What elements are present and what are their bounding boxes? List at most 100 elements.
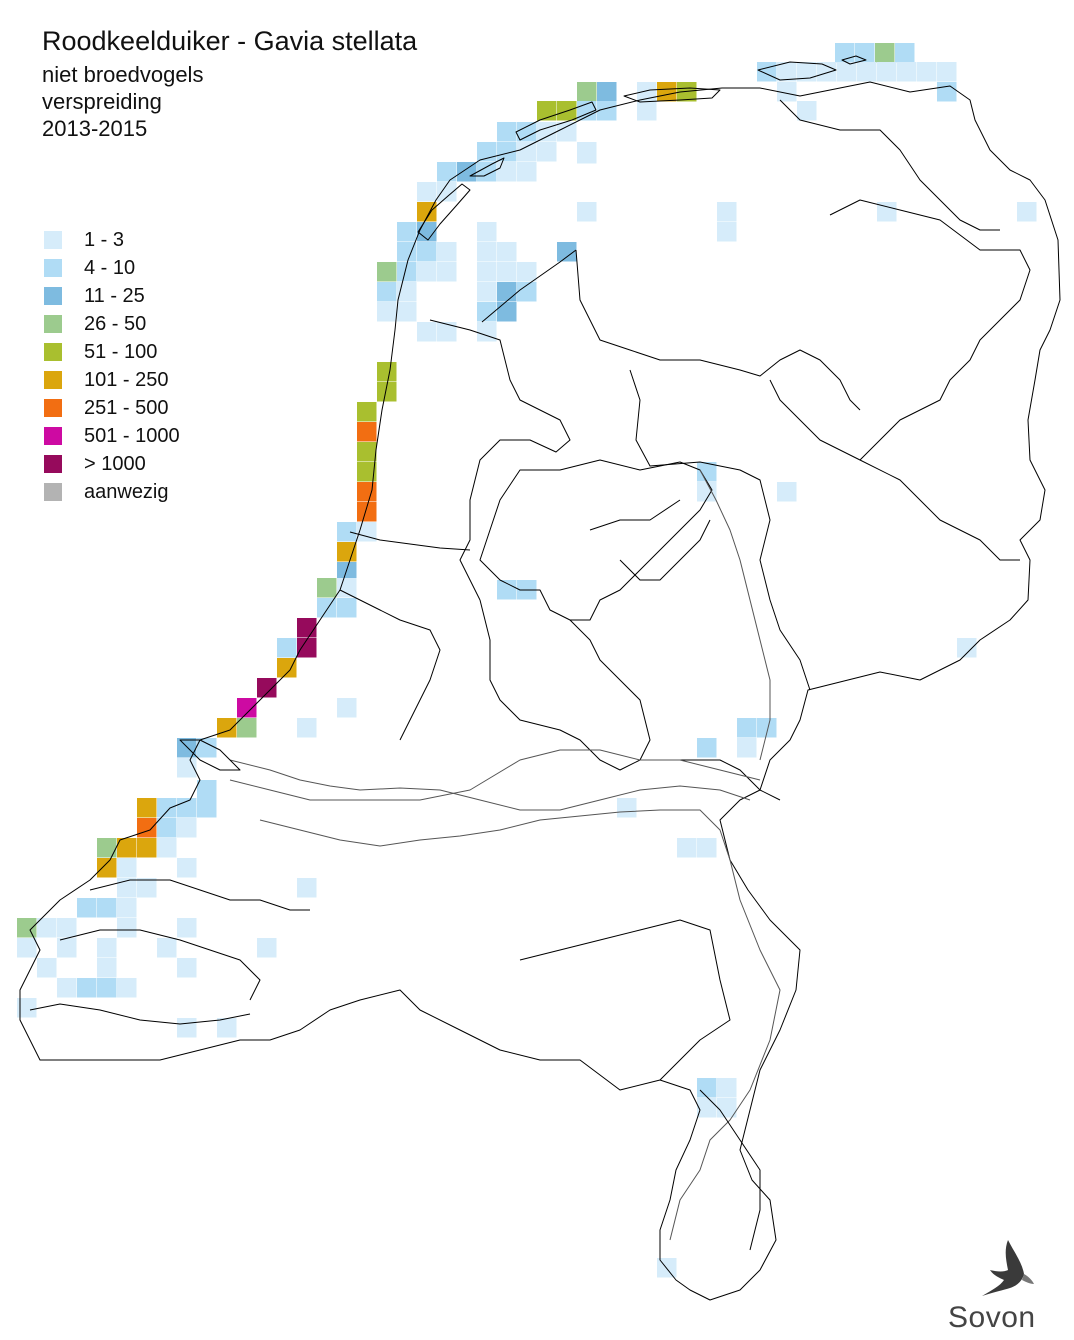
grid-cell xyxy=(577,144,597,164)
legend-item: > 1000 xyxy=(44,450,180,478)
grid-cell xyxy=(517,122,537,142)
grid-cell xyxy=(97,858,117,878)
legend-label: 4 - 10 xyxy=(84,256,136,279)
grid-cell xyxy=(437,322,457,342)
grid-cell xyxy=(17,918,37,938)
grid-cell xyxy=(257,938,277,958)
country-outline xyxy=(19,55,1061,1301)
grid-cell xyxy=(197,780,217,800)
grid-cell xyxy=(97,898,117,918)
legend-item: 4 - 10 xyxy=(44,254,180,282)
grid-cell xyxy=(477,282,497,302)
legend-swatch xyxy=(44,231,62,249)
grid-cell xyxy=(297,638,317,658)
grid-cell xyxy=(117,858,137,878)
grid-cell xyxy=(177,858,197,878)
grid-cell xyxy=(717,1078,737,1098)
grid-cell xyxy=(957,638,977,658)
grid-cell xyxy=(317,598,337,618)
grid-cell xyxy=(57,918,77,938)
grid-cell xyxy=(37,918,57,938)
grid-cell xyxy=(197,738,217,758)
grid-cell xyxy=(757,62,777,82)
grid-cell xyxy=(697,462,717,482)
grid-cell xyxy=(77,898,97,918)
grid-cell xyxy=(477,302,497,322)
grid-cell xyxy=(117,838,137,858)
grid-cell xyxy=(397,242,417,262)
overijssel-border xyxy=(859,459,1020,561)
grid-cell xyxy=(877,202,897,222)
grid-cell xyxy=(437,242,457,262)
grid-cell xyxy=(237,718,257,738)
grid-cell xyxy=(317,578,337,598)
grid-cell xyxy=(437,262,457,282)
grid-cell xyxy=(817,62,837,82)
grid-cell xyxy=(117,898,137,918)
grid-cell xyxy=(217,1018,237,1038)
grid-cell xyxy=(177,958,197,978)
grid-cell xyxy=(717,222,737,242)
grid-cell xyxy=(337,698,357,718)
grid-cell xyxy=(617,798,637,818)
grid-cell xyxy=(797,101,817,121)
grid-cell xyxy=(177,918,197,938)
legend-item: 501 - 1000 xyxy=(44,422,180,450)
grid-cell xyxy=(597,82,617,102)
grid-cell xyxy=(357,462,377,482)
legend-swatch xyxy=(44,315,62,333)
grid-cell xyxy=(337,598,357,618)
grid-cell xyxy=(377,262,397,282)
afsluitdijk xyxy=(481,249,577,323)
legend-item: 51 - 100 xyxy=(44,338,180,366)
grid-cell xyxy=(697,838,717,858)
grid-cell xyxy=(697,482,717,502)
grid-cell xyxy=(117,878,137,898)
grid-cell xyxy=(717,202,737,222)
legend-label: 26 - 50 xyxy=(84,312,147,335)
grid-cell xyxy=(157,798,177,818)
grid-cells xyxy=(17,43,1037,1278)
grid-cell xyxy=(357,482,377,502)
grid-cell xyxy=(97,838,117,858)
grid-cell xyxy=(397,302,417,322)
grid-cell xyxy=(497,580,517,600)
legend-label: 101 - 250 xyxy=(84,368,169,391)
grid-cell xyxy=(377,362,397,382)
grid-cell xyxy=(497,162,517,182)
grid-cell xyxy=(577,202,597,222)
grid-cell xyxy=(497,262,517,282)
utrecht-border xyxy=(479,599,651,771)
grid-cell xyxy=(217,718,237,738)
grid-cell xyxy=(377,382,397,402)
grid-cell xyxy=(477,262,497,282)
legend-item: 1 - 3 xyxy=(44,226,180,254)
grid-cell xyxy=(377,302,397,322)
grid-cell xyxy=(677,838,697,858)
coastline-and-border xyxy=(19,81,1061,1301)
grid-cell xyxy=(497,242,517,262)
logo-text: Sovon xyxy=(948,1301,1036,1334)
legend-swatch xyxy=(44,259,62,277)
grid-cell xyxy=(197,798,217,818)
grid-cell xyxy=(337,578,357,598)
grid-cell xyxy=(417,322,437,342)
grid-cell xyxy=(837,62,857,82)
grid-cell xyxy=(337,522,357,542)
subtitle-line-1: niet broedvogels xyxy=(42,62,204,87)
westerschelde xyxy=(29,1003,251,1025)
island-texel xyxy=(417,183,471,241)
legend-label: 51 - 100 xyxy=(84,340,158,363)
grid-cell xyxy=(397,222,417,242)
grid-cell xyxy=(277,638,297,658)
subtitle-line-2: verspreiding xyxy=(42,89,162,114)
grid-cell xyxy=(77,978,97,998)
drenthe-border xyxy=(769,199,1031,461)
grid-cell xyxy=(697,1078,717,1098)
legend-label: 501 - 1000 xyxy=(84,424,180,447)
grid-cell xyxy=(137,838,157,858)
legend-item: 101 - 250 xyxy=(44,366,180,394)
grid-cell xyxy=(137,798,157,818)
grid-cell xyxy=(497,302,517,322)
legend-label: 251 - 500 xyxy=(84,396,169,419)
